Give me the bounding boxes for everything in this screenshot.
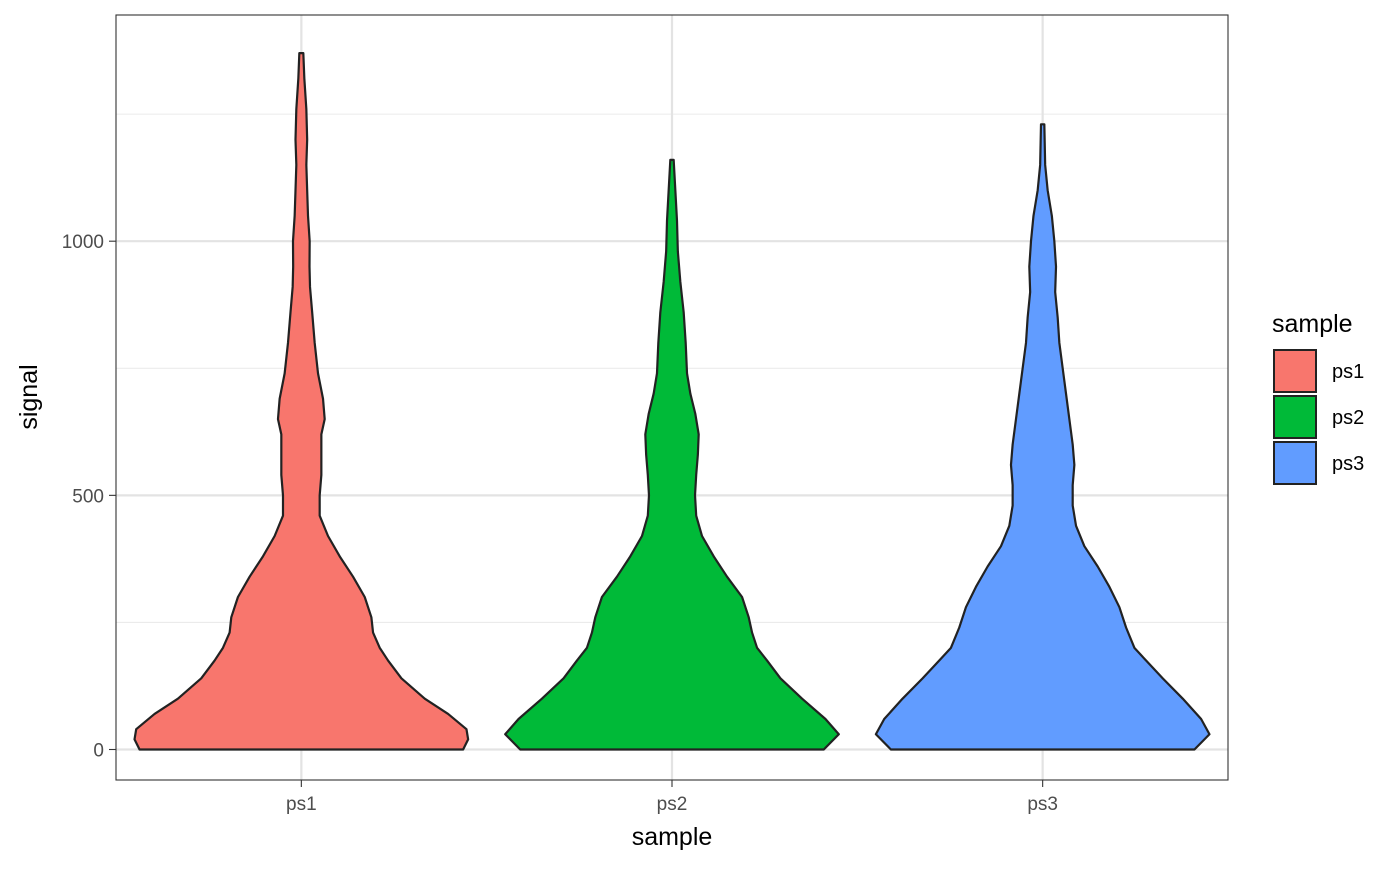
violin-ps1 <box>133 52 470 751</box>
legend-key-ps2 <box>1273 395 1317 439</box>
y-axis-title: signal <box>15 364 43 429</box>
legend-title: sample <box>1272 310 1353 338</box>
x-axis-title: sample <box>632 823 713 851</box>
x-tick-label: ps3 <box>1027 794 1058 815</box>
legend: sample ps1 ps2 ps3 <box>1272 310 1364 485</box>
violin-layer <box>133 52 1211 751</box>
x-tick-label: ps2 <box>657 794 688 815</box>
legend-label-ps2: ps2 <box>1332 407 1364 429</box>
violin-ps2 <box>504 158 840 751</box>
legend-entries: ps1 ps2 ps3 <box>1273 349 1364 485</box>
axis-layer: 0 500 1000 ps1 ps2 ps3 <box>62 232 1058 815</box>
legend-key-ps1 <box>1273 349 1317 393</box>
legend-label-ps1: ps1 <box>1332 361 1364 383</box>
legend-key-ps3 <box>1273 441 1317 485</box>
violin-ps3 <box>874 123 1211 751</box>
legend-label-ps3: ps3 <box>1332 453 1364 475</box>
y-tick-label: 500 <box>72 486 104 507</box>
x-tick-label: ps1 <box>286 794 317 815</box>
y-tick-label: 0 <box>93 741 104 762</box>
y-tick-label: 1000 <box>62 232 104 253</box>
